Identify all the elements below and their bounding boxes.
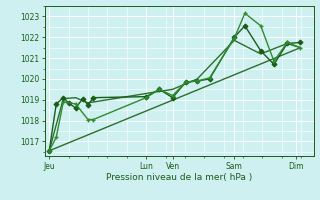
- X-axis label: Pression niveau de la mer( hPa ): Pression niveau de la mer( hPa ): [106, 173, 252, 182]
